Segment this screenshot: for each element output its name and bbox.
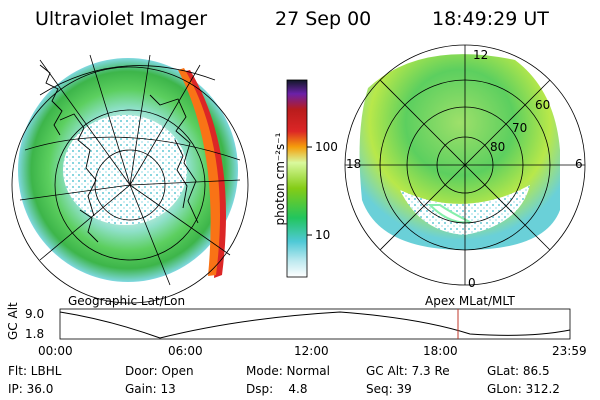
mlt-label-12: 12: [473, 48, 489, 62]
mlt-label-6: 6: [575, 157, 583, 171]
colorbar-tick-10: 10: [315, 228, 331, 242]
lat-label-70: 70: [512, 121, 528, 135]
info-flt: Flt: LBHL: [8, 364, 62, 378]
lat-label-60: 60: [535, 98, 551, 112]
mlt-label-18: 18: [346, 157, 362, 171]
orbit-xtick-1200: 12:00: [294, 344, 329, 358]
colorbar-tick-100: 100: [315, 140, 338, 154]
instrument-title: Ultraviolet Imager: [35, 8, 208, 30]
info-door: Door: Open: [125, 364, 194, 378]
orbit-xtick-1800: 18:00: [423, 344, 458, 358]
lat-label-80: 80: [490, 140, 506, 154]
date-label: 27 Sep 00: [275, 8, 372, 30]
orbit-xtick-0600: 06:00: [168, 344, 203, 358]
coastlines: [39, 64, 199, 243]
orbit-xtick-2359: 23:59: [552, 344, 587, 358]
info-glon: GLon: 312.2: [487, 382, 560, 396]
info-seq: Seq: 39: [366, 382, 412, 396]
time-label: 18:49:29 UT: [432, 8, 549, 30]
mlat-mlt-grid: [344, 44, 586, 286]
info-dsp: Dsp: 4.8: [246, 382, 308, 396]
info-mode: Mode: Normal: [246, 364, 330, 378]
info-gain: Gain: 13: [125, 382, 176, 396]
orbit-ytick-9: 9.0: [25, 307, 45, 321]
orbit-ytick-1: 1.8: [25, 327, 45, 341]
mlt-label-0: 0: [468, 276, 476, 290]
orbit-xtick-0000: 00:00: [38, 344, 73, 358]
arc-halo-left: [178, 68, 220, 276]
geographic-grid: [11, 54, 249, 304]
info-glat: GLat: 86.5: [487, 364, 550, 378]
info-gcalt: GC Alt: 7.3 Re: [366, 364, 450, 378]
apex-mlat-mlt-caption: Apex MLat/MLT: [425, 294, 515, 308]
info-ip: IP: 36.0: [8, 382, 54, 396]
orbit-ylabel: GC Alt: [6, 302, 20, 340]
geographic-lat-lon-caption: Geographic Lat/Lon: [68, 294, 186, 308]
